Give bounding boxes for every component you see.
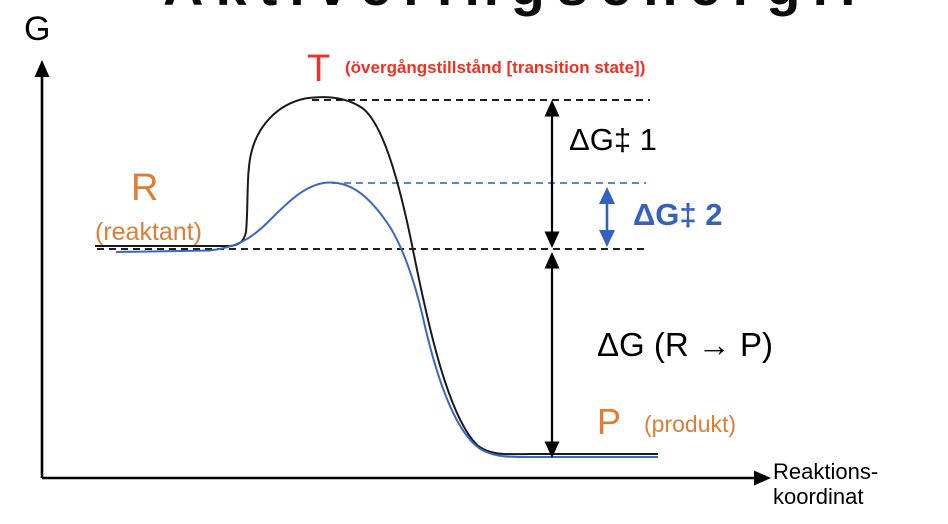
x-axis-label: Reaktions- koordinat bbox=[773, 459, 878, 509]
delta-g2-arrow-up-icon bbox=[599, 187, 615, 204]
reactant-symbol: R bbox=[131, 167, 159, 209]
delta-g-rp-label: ΔG (R → P) bbox=[597, 326, 774, 363]
cropped-title: Aktiveringsenergi. bbox=[163, 0, 943, 17]
delta-g2-arrow-down-icon bbox=[599, 230, 615, 247]
delta-g2-label: ΔG‡ 2 bbox=[633, 197, 723, 232]
transition-state-note: (övergångstillstånd [transition state]) bbox=[345, 58, 646, 77]
delta-g-rp-arrow-down-icon bbox=[544, 441, 560, 458]
product-symbol: P bbox=[597, 401, 622, 442]
y-axis-label: G bbox=[24, 10, 51, 48]
delta-g-rp-arrow-up-icon bbox=[544, 252, 560, 269]
delta-g1-label: ΔG‡ 1 bbox=[569, 122, 657, 157]
uncatalyzed-energy-curve bbox=[95, 96, 658, 456]
x-axis-label-line2: koordinat bbox=[773, 484, 864, 509]
delta-g1-arrow-up-icon bbox=[544, 100, 560, 117]
y-axis-arrowhead-icon bbox=[34, 60, 50, 77]
catalyzed-energy-curve bbox=[115, 181, 658, 459]
transition-state-symbol: T bbox=[307, 48, 331, 90]
x-axis-label-line1: Reaktions- bbox=[773, 459, 879, 484]
delta-g1-arrow-down-icon bbox=[544, 231, 560, 248]
x-axis-arrowhead-icon bbox=[754, 470, 771, 486]
reactant-note: (reaktant) bbox=[95, 218, 202, 246]
cropped-title-text: Aktiveringsenergi. bbox=[163, 0, 868, 17]
product-note: (produkt) bbox=[644, 411, 737, 437]
